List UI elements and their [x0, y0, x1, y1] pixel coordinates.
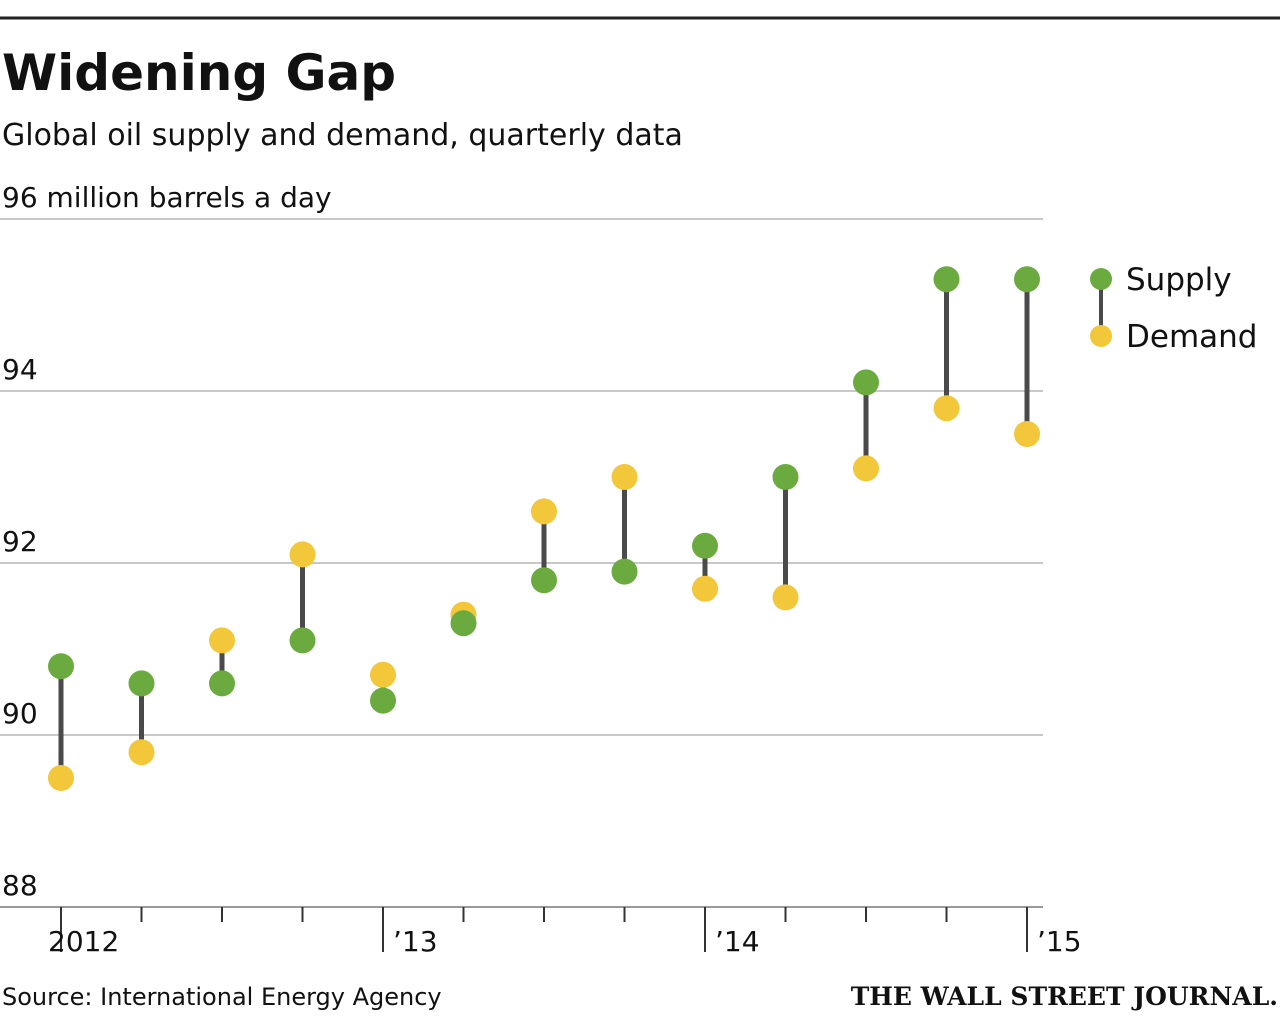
y-tick-label: 88 [2, 869, 38, 902]
demand-dot [531, 498, 557, 525]
chart-subtitle: Global oil supply and demand, quarterly … [2, 118, 683, 153]
x-tick-label: ’15 [1037, 925, 1082, 958]
supply-dot [531, 567, 557, 594]
publisher: THE WALL STREET JOURNAL. [851, 982, 1278, 1011]
demand-dot [611, 464, 638, 490]
demand-dot [289, 541, 316, 568]
chart-title: Widening Gap [2, 44, 396, 102]
demand-dot [853, 455, 879, 482]
supply-dot [450, 610, 477, 637]
demand-dot [370, 661, 396, 688]
legend-swatch [1090, 268, 1112, 290]
supply-dot [692, 532, 718, 559]
y-tick-label: 94 [2, 353, 38, 386]
source: Source: International Energy Agency [2, 983, 442, 1011]
demand-dot [209, 627, 235, 654]
supply-dot [128, 670, 155, 697]
legend-swatch [1090, 325, 1112, 347]
demand-dot [692, 575, 718, 602]
supply-dot [370, 687, 396, 714]
y-tick-label: 92 [2, 525, 38, 558]
legend-label: Supply [1126, 262, 1232, 298]
x-tick-label: ’14 [715, 925, 760, 958]
supply-dot [853, 369, 879, 396]
supply-dot [611, 558, 638, 585]
y-tick-label: 96 million barrels a day [2, 181, 332, 214]
x-tick-label: 2012 [48, 925, 119, 958]
y-tick-label: 90 [2, 697, 38, 730]
supply-dot [933, 266, 960, 293]
demand-dot [933, 395, 960, 422]
demand-dot [128, 739, 155, 766]
supply-dot [289, 627, 316, 654]
x-tick-label: ’13 [393, 925, 438, 958]
demand-dot [48, 765, 74, 791]
legend-label: Demand [1126, 319, 1257, 355]
demand-dot [772, 584, 799, 611]
supply-dot [48, 653, 74, 680]
supply-dot [772, 464, 799, 490]
supply-dot [209, 670, 235, 697]
supply-dot [1014, 266, 1040, 293]
demand-dot [1014, 421, 1040, 447]
